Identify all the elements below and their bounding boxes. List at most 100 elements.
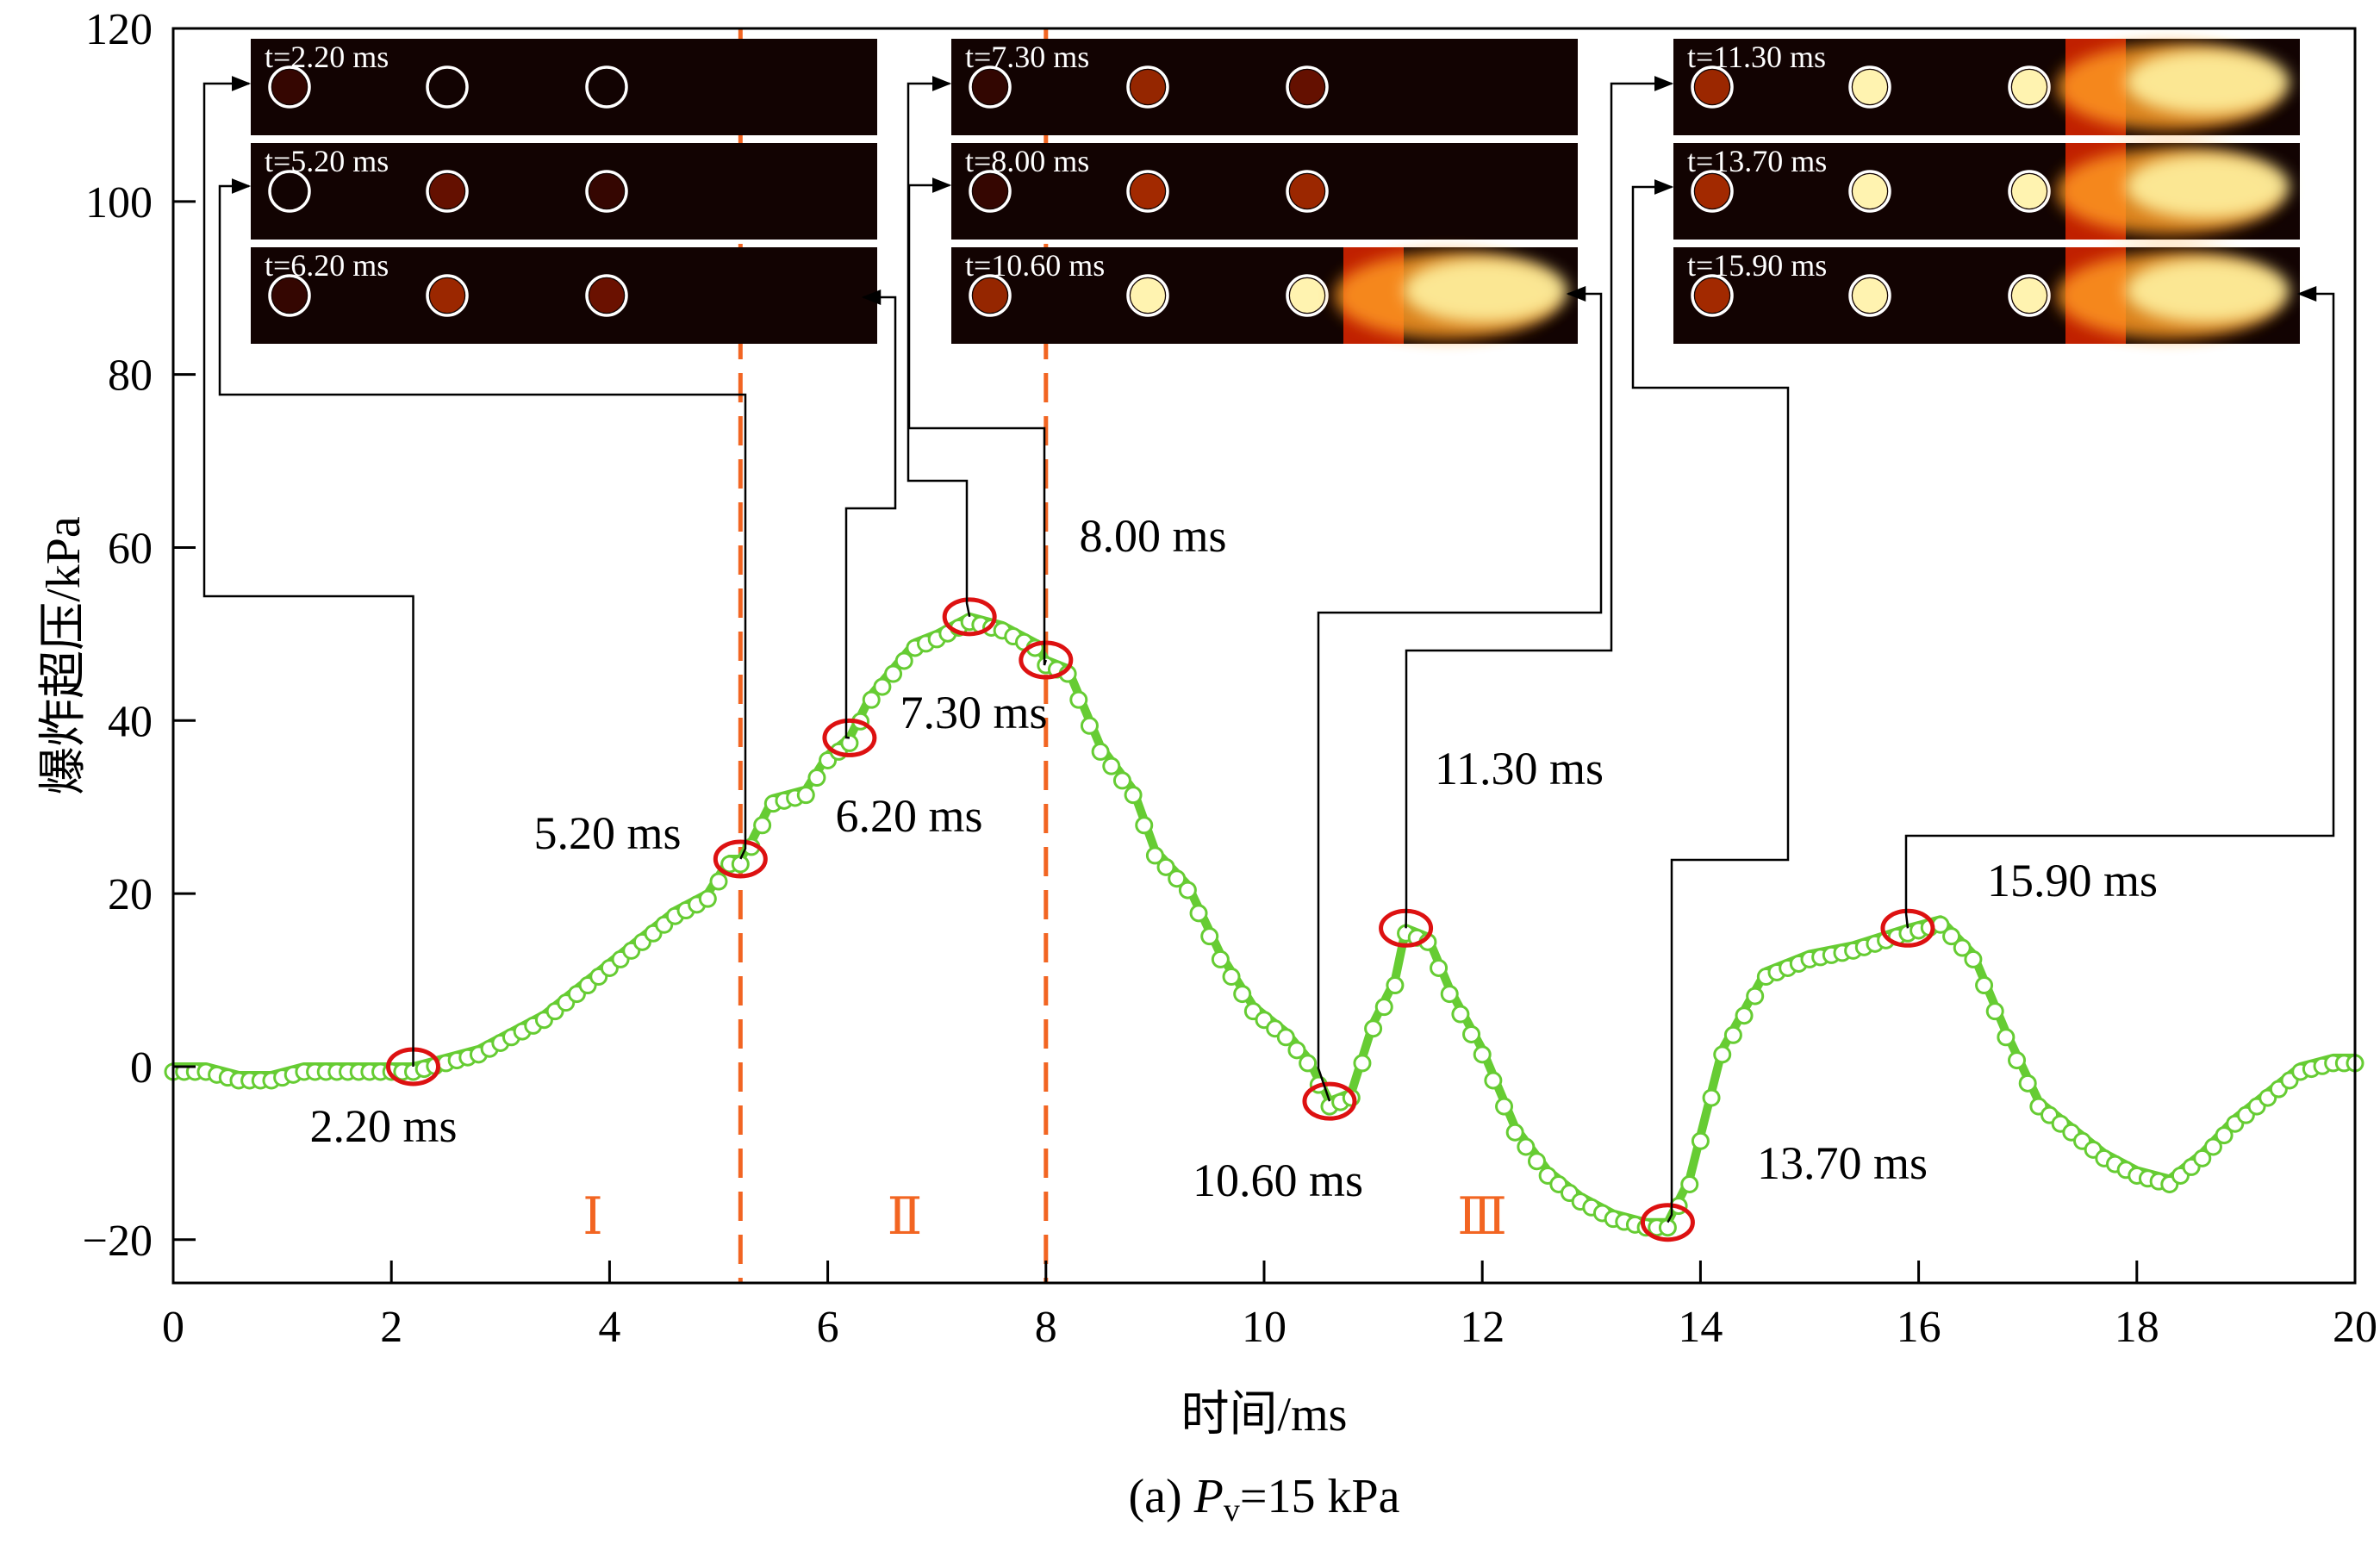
- flame-cloud-bright: [2126, 153, 2290, 219]
- caption-subscript: v: [1224, 1492, 1240, 1528]
- observation-window: [1126, 274, 1169, 317]
- inset-frame: t=8.00 ms: [951, 143, 1578, 240]
- caption-value: =15 kPa: [1240, 1470, 1400, 1523]
- inset-frame: t=2.20 ms: [251, 39, 877, 135]
- inset-frame: t=5.20 ms: [251, 143, 877, 240]
- observation-window: [268, 65, 311, 109]
- x-tick-label: 0: [162, 1303, 184, 1352]
- time-point-label: 8.00 ms: [1079, 510, 1226, 562]
- highlight-marker: [713, 839, 768, 879]
- inset-time-label: t=8.00 ms: [965, 144, 1089, 178]
- highlight-marker: [1019, 640, 1074, 680]
- connector-line: [907, 76, 971, 618]
- data-point: [1451, 1005, 1470, 1024]
- figure-caption: (a) Pv=15 kPa: [1129, 1470, 1400, 1528]
- data-point: [1080, 716, 1099, 735]
- stage-label: Ⅲ: [1457, 1188, 1507, 1245]
- data-point: [753, 816, 772, 835]
- inset-time-label: t=10.60 ms: [965, 248, 1105, 283]
- x-tick-label: 8: [1035, 1303, 1057, 1352]
- flame-glow: [430, 278, 464, 313]
- flame-glow: [973, 174, 1007, 209]
- data-point: [2193, 1149, 2212, 1167]
- data-point: [1091, 742, 1110, 761]
- data-point: [873, 677, 892, 696]
- data-point: [1069, 690, 1088, 709]
- data-point: [2008, 1051, 2027, 1070]
- data-point: [1517, 1137, 1536, 1156]
- y-tick-label: −20: [83, 1217, 153, 1266]
- observation-window: [585, 170, 628, 213]
- data-point: [1495, 1097, 1514, 1116]
- data-point: [1942, 927, 1961, 946]
- x-tick-label: 4: [598, 1303, 620, 1352]
- observation-window: [1848, 170, 1891, 213]
- observation-window: [969, 170, 1012, 213]
- observation-window: [585, 274, 628, 317]
- flame-glow: [1290, 174, 1324, 209]
- time-point-label: 15.90 ms: [1987, 855, 2158, 906]
- flame-glow: [2012, 278, 2047, 313]
- data-point: [1374, 998, 1393, 1017]
- observation-window: [1286, 274, 1329, 317]
- data-point: [1233, 985, 1252, 1004]
- data-point: [840, 733, 859, 752]
- data-point: [1975, 976, 1994, 995]
- connector-line: [218, 178, 747, 860]
- stage-labels: Ⅰ Ⅱ Ⅲ: [583, 1188, 1507, 1245]
- inset-background: [951, 143, 1578, 240]
- flame-region: [2057, 143, 2290, 240]
- data-point: [1178, 881, 1197, 900]
- data-point: [807, 769, 826, 788]
- x-tick-label: 20: [2333, 1303, 2377, 1352]
- caption-variable: P: [1193, 1470, 1224, 1523]
- observation-window: [1691, 170, 1734, 213]
- flame-glow: [1853, 174, 1887, 209]
- flame-glow: [1853, 70, 1887, 104]
- y-tick-label: 120: [85, 5, 153, 54]
- overpressure-series: [164, 612, 2364, 1237]
- flame-glow: [430, 174, 464, 209]
- highlight-marker: [1880, 908, 1935, 948]
- observation-window: [268, 170, 311, 213]
- inset-background: [951, 39, 1578, 135]
- x-tick-label: 6: [817, 1303, 839, 1352]
- data-point: [1680, 1175, 1699, 1194]
- observation-window: [585, 65, 628, 109]
- flame-glow: [2012, 70, 2047, 104]
- data-point: [1713, 1045, 1732, 1064]
- data-point: [1964, 949, 1983, 968]
- flame-region: [2057, 247, 2290, 344]
- flame-glow: [589, 278, 624, 313]
- flame-glow: [1695, 70, 1729, 104]
- x-tick-label: 18: [2115, 1303, 2159, 1352]
- connector-line: [1631, 179, 1790, 1223]
- data-point: [1953, 938, 1972, 957]
- highlight-marker: [942, 597, 997, 637]
- data-point: [731, 855, 750, 874]
- inset-frame: t=7.30 ms: [951, 39, 1578, 135]
- flame-glow: [1853, 278, 1887, 313]
- data-point: [1364, 1019, 1383, 1038]
- data-point: [1211, 949, 1230, 968]
- data-point: [1135, 816, 1154, 835]
- inset-frame: t=11.30 ms: [1673, 39, 2300, 135]
- observation-window: [1126, 65, 1169, 109]
- inset-time-label: t=5.20 ms: [265, 144, 389, 178]
- data-point: [1691, 1131, 1710, 1150]
- observation-window: [1691, 274, 1734, 317]
- time-point-labels: 2.20 ms 5.20 ms 6.20 ms 7.30 ms 8.00 ms 10.60…: [309, 510, 2158, 1206]
- flame-cloud-bright: [2126, 258, 2290, 323]
- data-point: [1997, 1028, 2016, 1047]
- observation-window: [1286, 170, 1329, 213]
- connector-line: [1904, 286, 2335, 929]
- flame-region: [2057, 39, 2290, 135]
- data-point: [1484, 1071, 1503, 1090]
- inset-background: [251, 247, 877, 344]
- observation-window: [426, 65, 469, 109]
- flame-glow: [973, 278, 1007, 313]
- flame-glow: [1131, 278, 1165, 313]
- flame-glow: [1290, 70, 1324, 104]
- inset-time-label: t=13.70 ms: [1687, 144, 1827, 178]
- y-tick-label: 20: [108, 870, 153, 919]
